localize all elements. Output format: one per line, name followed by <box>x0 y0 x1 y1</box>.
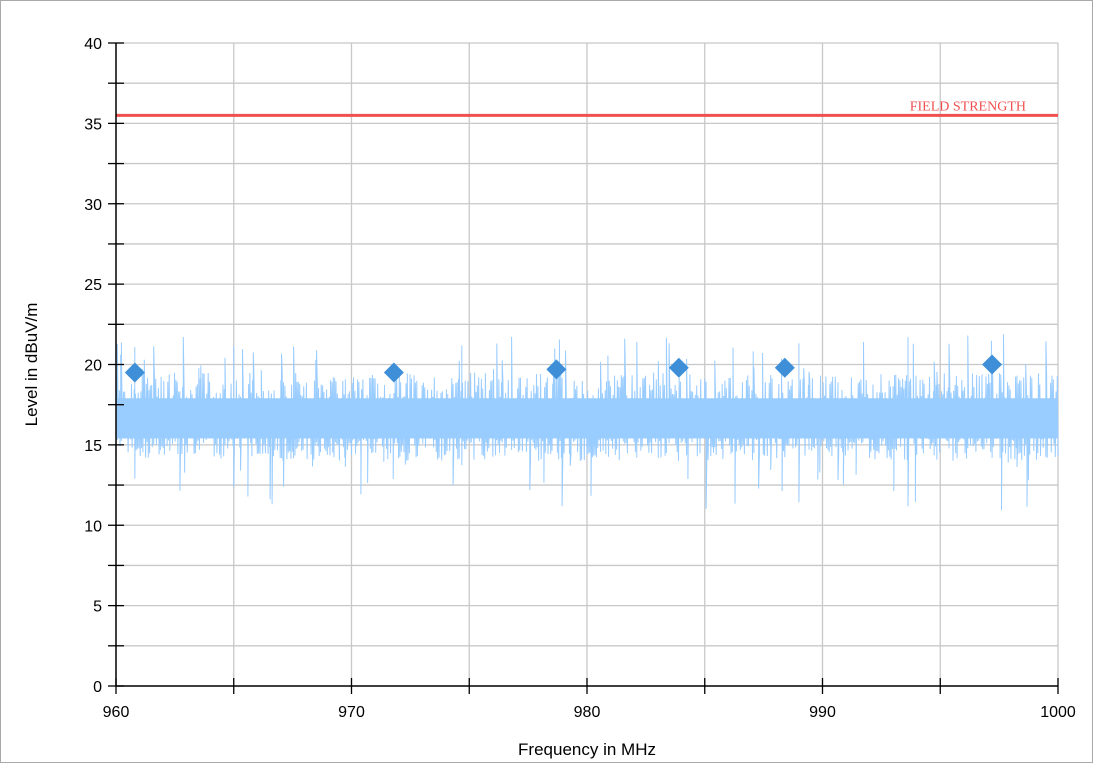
limit-line-group: FIELD STRENGTH <box>116 99 1058 117</box>
x-tick-label: 1000 <box>1040 704 1076 721</box>
x-tick-label: 960 <box>103 704 130 721</box>
x-tick-label: 980 <box>574 704 601 721</box>
y-tick-label: 30 <box>84 197 102 214</box>
y-tick-label: 5 <box>93 599 102 616</box>
y-tick-label: 35 <box>84 116 102 133</box>
peak-marker <box>546 359 567 380</box>
trace-line <box>115 334 1059 511</box>
y-tick-label: 25 <box>84 277 102 294</box>
axes: 960 970 980 990 1000 0 5 10 15 20 25 30 35 40 <box>84 36 1076 721</box>
x-axis-title: Frequency in MHz <box>518 740 656 759</box>
peak-marker <box>982 354 1003 375</box>
x-tick-label: 970 <box>338 704 365 721</box>
peak-marker <box>668 357 689 378</box>
y-tick-label: 10 <box>84 518 102 535</box>
peak-marker <box>124 362 145 383</box>
y-tick-label: 40 <box>84 36 102 53</box>
peak-marker <box>383 362 404 383</box>
x-tick-label: 990 <box>809 704 836 721</box>
noise-trace <box>115 334 1059 511</box>
y-axis-title: Level in dBuV/m <box>22 303 41 427</box>
y-tick-label: 0 <box>93 679 102 696</box>
peak-markers <box>124 354 1003 383</box>
y-tick-label: 15 <box>84 438 102 455</box>
field-strength-label: FIELD STRENGTH <box>910 99 1026 114</box>
y-tick-label: 20 <box>84 358 102 375</box>
grid <box>116 42 1059 686</box>
peak-marker <box>774 357 795 378</box>
